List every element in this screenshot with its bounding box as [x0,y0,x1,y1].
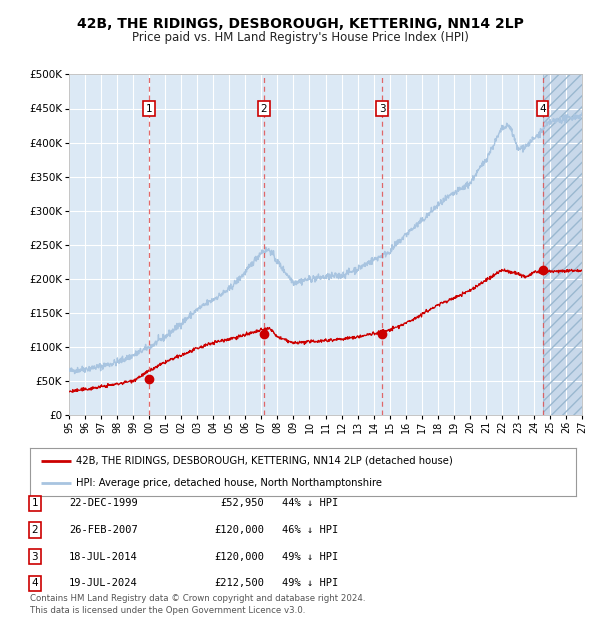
Text: 42B, THE RIDINGS, DESBOROUGH, KETTERING, NN14 2LP (detached house): 42B, THE RIDINGS, DESBOROUGH, KETTERING,… [76,456,453,466]
Text: 2: 2 [260,104,267,113]
Text: £52,950: £52,950 [220,498,264,508]
Text: £120,000: £120,000 [214,552,264,562]
Text: £212,500: £212,500 [214,578,264,588]
Text: 49% ↓ HPI: 49% ↓ HPI [282,578,338,588]
Text: 18-JUL-2014: 18-JUL-2014 [69,552,138,562]
Text: 1: 1 [145,104,152,113]
Text: 3: 3 [379,104,386,113]
Text: Price paid vs. HM Land Registry's House Price Index (HPI): Price paid vs. HM Land Registry's House … [131,31,469,44]
Text: 42B, THE RIDINGS, DESBOROUGH, KETTERING, NN14 2LP: 42B, THE RIDINGS, DESBOROUGH, KETTERING,… [77,17,523,32]
Text: Contains HM Land Registry data © Crown copyright and database right 2024.
This d: Contains HM Land Registry data © Crown c… [30,594,365,615]
Text: 49% ↓ HPI: 49% ↓ HPI [282,552,338,562]
Text: 4: 4 [31,578,38,588]
Text: 19-JUL-2024: 19-JUL-2024 [69,578,138,588]
Text: 22-DEC-1999: 22-DEC-1999 [69,498,138,508]
Text: 44% ↓ HPI: 44% ↓ HPI [282,498,338,508]
Text: 2: 2 [31,525,38,535]
Text: HPI: Average price, detached house, North Northamptonshire: HPI: Average price, detached house, Nort… [76,478,382,488]
Text: 3: 3 [31,552,38,562]
Text: 46% ↓ HPI: 46% ↓ HPI [282,525,338,535]
Bar [542,74,582,415]
Text: £120,000: £120,000 [214,525,264,535]
Bar [542,74,582,415]
Text: 26-FEB-2007: 26-FEB-2007 [69,525,138,535]
Text: 1: 1 [31,498,38,508]
Text: 4: 4 [539,104,546,113]
